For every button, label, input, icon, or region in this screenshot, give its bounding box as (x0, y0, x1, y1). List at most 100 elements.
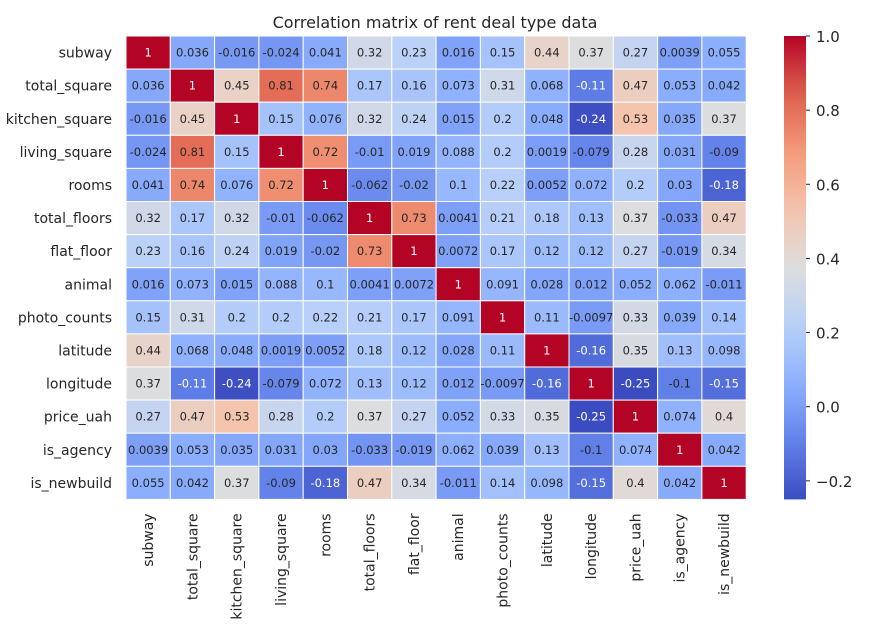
cell-value-label: -0.25 (621, 377, 651, 391)
heatmap-cell (612, 399, 659, 434)
heatmap-cell (347, 35, 393, 70)
cell-value-label: 1 (410, 244, 417, 258)
cell-value-label: 0.53 (224, 410, 250, 424)
cell-value-label: 0.27 (401, 410, 427, 424)
heatmap-cell (435, 35, 481, 70)
cell-value-label: 0.012 (442, 377, 475, 391)
heatmap-cell (214, 101, 260, 136)
cell-value-label: -0.016 (218, 46, 255, 60)
heatmap-cell (701, 300, 747, 335)
heatmap-cell (169, 35, 216, 70)
heatmap-cell (125, 267, 171, 302)
cell-value-label: 0.016 (132, 277, 165, 291)
cell-value-label: 0.15 (490, 46, 516, 60)
y-tick-label: animal (65, 277, 112, 293)
heatmap-cell (214, 399, 260, 434)
heatmap-cell (169, 366, 216, 401)
heatmap-cell (169, 399, 216, 434)
cell-value-label: 0.048 (530, 112, 563, 126)
y-tick-label: latitude (58, 343, 112, 359)
heatmap-cell (214, 234, 260, 269)
cell-value-label: -0.079 (263, 377, 300, 391)
cell-value-label: -0.019 (395, 443, 432, 457)
heatmap-cell (125, 399, 171, 434)
heatmap-cell (347, 267, 393, 302)
heatmap-cell (701, 134, 747, 169)
x-tick-label: is_agency (673, 513, 689, 582)
cell-value-label: 0.34 (401, 476, 427, 490)
cell-value-label: 0.45 (180, 112, 206, 126)
cell-value-label: -0.024 (263, 46, 300, 60)
cell-value-label: 0.0072 (394, 277, 434, 291)
heatmap-cell (612, 267, 659, 302)
cell-value-label: 1 (720, 476, 727, 490)
cell-value-label: -0.01 (355, 145, 385, 159)
cell-value-label: 0.73 (401, 211, 427, 225)
cell-value-label: 0.81 (268, 79, 294, 93)
x-tick-label: total_floors (363, 513, 379, 591)
cell-value-label: 0.036 (176, 46, 209, 60)
cell-value-label: 0.074 (663, 410, 696, 424)
cell-value-label: -0.1 (580, 443, 602, 457)
heatmap-cell (612, 465, 659, 500)
heatmap-cell (435, 399, 481, 434)
cell-value-label: 0.28 (623, 145, 649, 159)
heatmap-cell (347, 68, 393, 103)
cell-value-label: 1 (144, 46, 151, 60)
heatmap-cell (612, 134, 659, 169)
heatmap-cell (347, 134, 393, 169)
cell-value-label: 0.091 (486, 277, 519, 291)
heatmap-cell (612, 167, 659, 202)
heatmap-cell (701, 267, 747, 302)
heatmap-cell (169, 68, 216, 103)
heatmap-cell (524, 300, 570, 335)
cell-value-label: -0.062 (351, 178, 388, 192)
heatmap-cell (391, 134, 437, 169)
heatmap-cell (125, 234, 171, 269)
cell-value-label: 0.32 (357, 112, 383, 126)
heatmap-cell (169, 333, 216, 368)
cell-value-label: -0.25 (576, 410, 606, 424)
cell-value-label: 0.053 (663, 79, 696, 93)
x-tick-label: kitchen_square (230, 513, 246, 619)
cell-value-label: 0.22 (490, 178, 516, 192)
cell-value-label: 0.042 (708, 443, 741, 457)
cell-value-label: -0.01 (266, 211, 296, 225)
cell-value-label: 0.12 (401, 377, 427, 391)
heatmap-cell (302, 234, 349, 269)
heatmap-cell (302, 201, 349, 236)
heatmap-cell (302, 134, 349, 169)
cell-value-label: 0.24 (224, 244, 250, 258)
cell-value-label: 0.32 (224, 211, 250, 225)
cell-value-label: 0.22 (313, 310, 339, 324)
cell-value-label: 0.015 (442, 112, 475, 126)
cell-value-label: 0.11 (534, 310, 560, 324)
y-tick-label: longitude (46, 377, 112, 393)
x-tick-label: is_newbuild (717, 513, 733, 595)
cell-value-label: 0.31 (490, 79, 516, 93)
cell-value-label: 0.0039 (128, 443, 168, 457)
cell-value-label: 0.031 (663, 145, 696, 159)
heatmap-cell (524, 366, 570, 401)
heatmap-cell (214, 134, 260, 169)
cell-value-label: 0.15 (268, 112, 294, 126)
heatmap-cell (701, 399, 747, 434)
cell-value-label: 0.37 (578, 46, 604, 60)
y-tick-label: subway (59, 46, 112, 62)
heatmap-cell (612, 201, 659, 236)
cell-value-label: 0.2 (316, 410, 334, 424)
heatmap-cell (347, 300, 393, 335)
cell-value-label: -0.09 (709, 145, 739, 159)
heatmap-cell (524, 167, 570, 202)
colorbar-tick-label: 0.2 (816, 325, 840, 343)
y-tick-label: flat_floor (50, 244, 112, 260)
heatmap-cell (479, 201, 526, 236)
cell-value-label: -0.11 (178, 377, 208, 391)
heatmap-cell (435, 465, 481, 500)
cell-value-label: 0.1 (449, 178, 467, 192)
cell-value-label: 0.2 (272, 310, 290, 324)
heatmap-cell (612, 35, 659, 70)
cell-value-label: 0.062 (442, 443, 475, 457)
